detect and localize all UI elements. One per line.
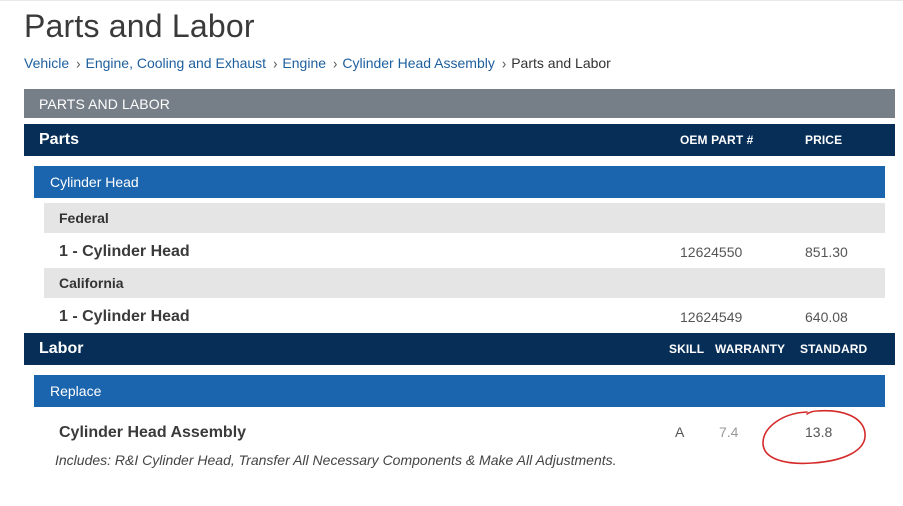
labor-includes-note: Includes: R&I Cylinder Head, Transfer Al…	[55, 452, 617, 468]
labor-header: Labor SKILL WARRANTY STANDARD	[24, 333, 895, 365]
top-divider	[0, 0, 903, 1]
red-annotation-circle	[762, 409, 866, 465]
labor-skill: A	[675, 424, 685, 440]
standard-column-header: STANDARD	[800, 342, 868, 356]
part-price: 640.08	[805, 309, 848, 325]
oem-part-column-header: OEM PART #	[680, 133, 754, 147]
labor-standard: 13.8	[805, 424, 833, 440]
breadcrumb-vehicle[interactable]: Vehicle	[24, 55, 70, 71]
labor-title: Labor	[39, 340, 84, 357]
subgroup-federal: Federal	[44, 203, 885, 233]
breadcrumb-current: Parts and Labor	[511, 55, 611, 71]
part-oem-number: 12624550	[680, 244, 743, 260]
parts-title: Parts	[39, 131, 80, 148]
chevron-right-icon: ›	[333, 54, 338, 72]
labor-warranty: 7.4	[719, 424, 739, 440]
breadcrumb-cylinder-head-assembly[interactable]: Cylinder Head Assembly	[342, 55, 495, 71]
part-oem-number: 12624549	[680, 309, 743, 325]
skill-column-header: SKILL	[669, 342, 705, 356]
page-title: Parts and Labor	[24, 8, 255, 44]
subgroup-california: California	[44, 268, 885, 298]
chevron-right-icon: ›	[76, 54, 81, 72]
warranty-column-header: WARRANTY	[715, 342, 786, 356]
chevron-right-icon: ›	[273, 54, 278, 72]
breadcrumb-engine[interactable]: Engine	[282, 55, 327, 71]
part-row-label[interactable]: 1 - Cylinder Head	[59, 243, 190, 260]
chevron-right-icon: ›	[501, 54, 507, 72]
part-row-label[interactable]: 1 - Cylinder Head	[59, 308, 190, 325]
parts-header: Parts OEM PART # PRICE	[24, 124, 895, 156]
labor-group-replace[interactable]: Replace	[34, 375, 885, 407]
breadcrumb-engine-cooling-exhaust[interactable]: Engine, Cooling and Exhaust	[85, 55, 267, 71]
section-header: PARTS AND LABOR	[24, 89, 895, 118]
part-price: 851.30	[805, 244, 848, 260]
labor-row-label[interactable]: Cylinder Head Assembly	[59, 424, 247, 441]
price-column-header: PRICE	[805, 133, 843, 147]
breadcrumb: Vehicle › Engine, Cooling and Exhaust › …	[24, 54, 611, 72]
parts-group-cylinder-head[interactable]: Cylinder Head	[34, 166, 885, 198]
